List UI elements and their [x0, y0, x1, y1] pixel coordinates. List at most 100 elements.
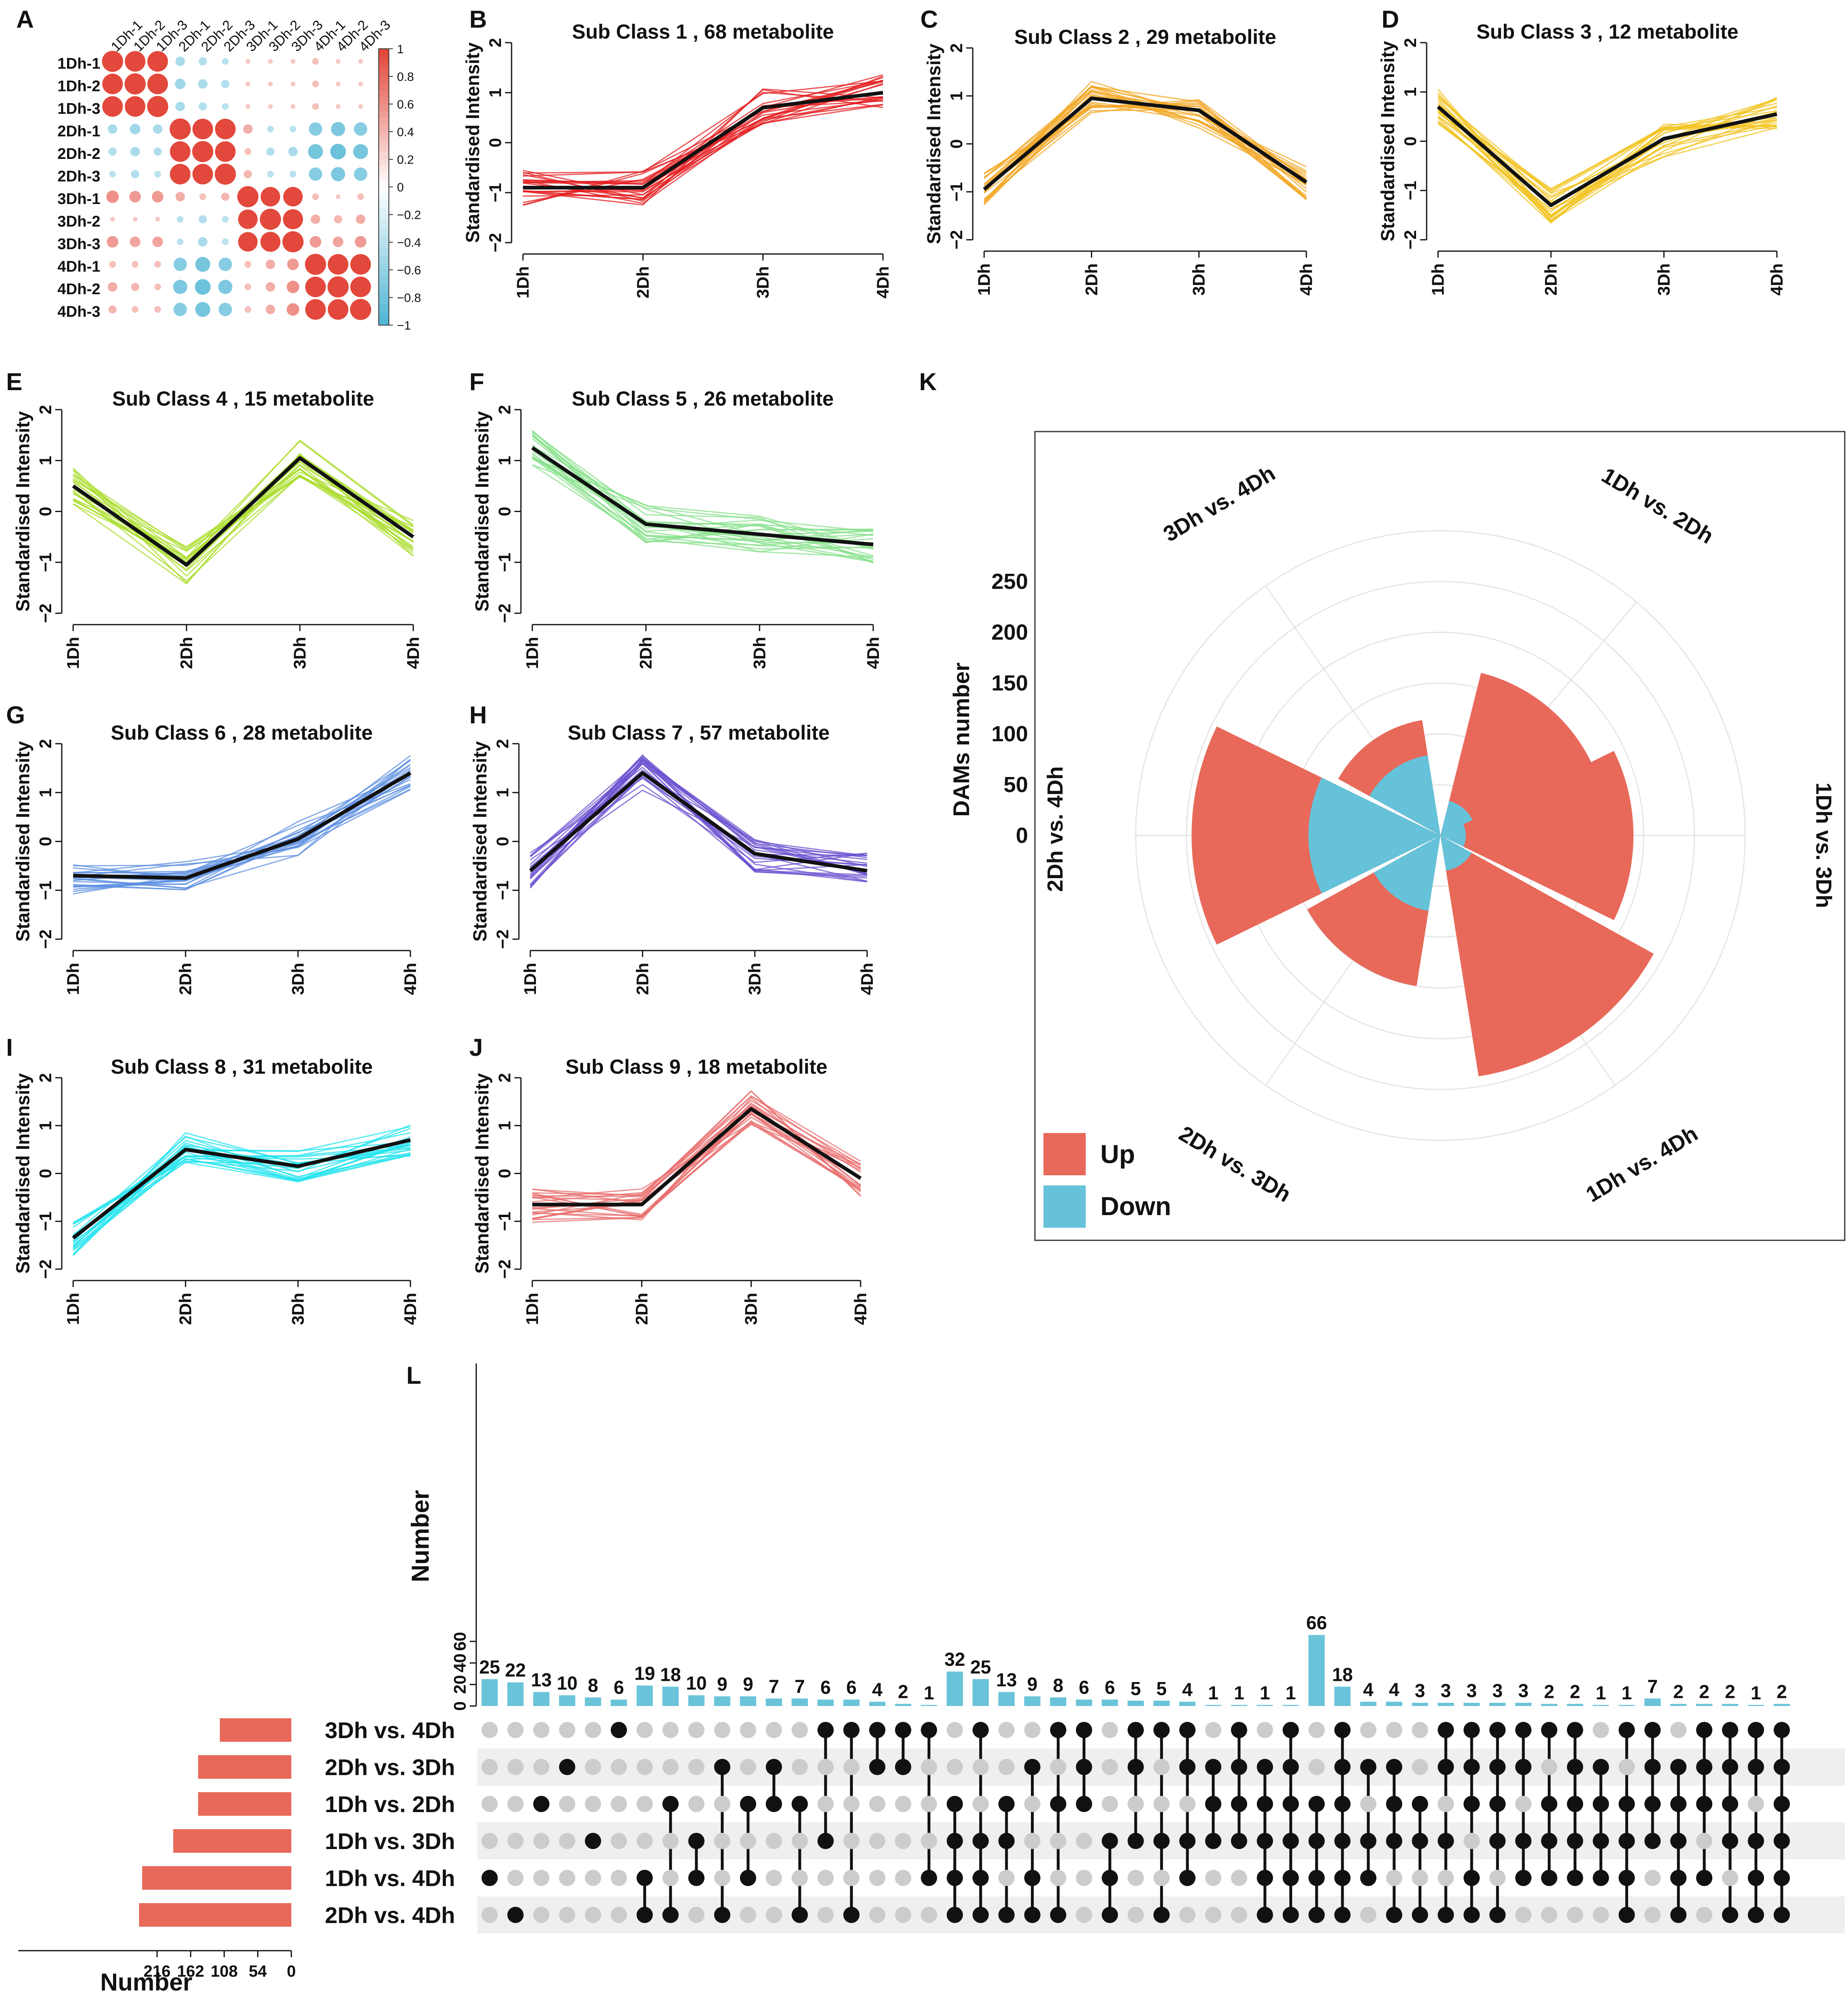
- corr-dot: [288, 147, 298, 156]
- colorbar-tick-label: 0.4: [397, 126, 414, 139]
- corr-dot: [222, 58, 229, 65]
- matrix-dot-on: [1515, 1759, 1531, 1775]
- x-tick-label: 4Dh: [401, 1293, 420, 1325]
- metabolite-line: [72, 465, 414, 577]
- matrix-dot-on: [972, 1833, 989, 1849]
- matrix-dot-off: [585, 1907, 601, 1923]
- row-label: 2Dh-1: [57, 123, 100, 140]
- corr-dot: [328, 299, 349, 320]
- matrix-dot-on: [1024, 1907, 1041, 1923]
- panel-letter-f: F: [469, 368, 484, 395]
- x-tick-label: 2Dh: [176, 963, 195, 995]
- corr-dot: [268, 81, 273, 87]
- x-tick-label: 3Dh: [742, 1293, 761, 1325]
- intersection-bar-label: 32: [944, 1649, 965, 1670]
- matrix-dot-on: [1489, 1833, 1506, 1849]
- matrix-dot-on: [1592, 1870, 1609, 1886]
- intersection-bar-label: 8: [1053, 1675, 1063, 1696]
- set-size-axis-label: Number: [100, 1969, 193, 1996]
- legend-down-swatch: [1043, 1185, 1086, 1228]
- corr-dot: [245, 104, 250, 109]
- matrix-dot-off: [1153, 1759, 1170, 1775]
- upset-y-tick-label: 40: [450, 1654, 469, 1673]
- corr-dot: [330, 143, 346, 160]
- y-tick-label: 0: [486, 138, 505, 147]
- y-tick-label: −2: [36, 929, 55, 949]
- x-tick-label: 2Dh: [633, 963, 652, 995]
- matrix-dot-on: [1644, 1722, 1661, 1738]
- corr-dot: [309, 122, 322, 136]
- set-label: 2Dh vs. 4Dh: [325, 1902, 455, 1928]
- corr-dot: [265, 304, 275, 315]
- corr-dot: [102, 74, 123, 94]
- down-wedge: [1440, 824, 1466, 847]
- matrix-dot-on: [972, 1722, 989, 1738]
- matrix-dot-on: [1567, 1722, 1583, 1738]
- matrix-dot-on: [1076, 1722, 1092, 1738]
- intersection-bar-label: 4: [1363, 1679, 1374, 1700]
- matrix-dot-off: [662, 1759, 679, 1775]
- x-tick-label: 4Dh: [1767, 263, 1786, 295]
- corr-dot: [131, 282, 139, 291]
- corr-dot: [215, 141, 236, 162]
- colorbar-step: [379, 83, 389, 91]
- panel-d: D −2 −1 0 1 2 1Dh 2Dh 3Dh 4Dh Standardised Intensi…: [1377, 6, 1786, 295]
- metabolite-line: [523, 77, 883, 183]
- intersection-bar-label: 2: [1673, 1681, 1684, 1702]
- matrix-dot-on: [585, 1833, 601, 1849]
- corr-dot: [131, 170, 139, 178]
- matrix-dot-off: [869, 1833, 885, 1849]
- intersection-bar: [1308, 1635, 1325, 1706]
- intersection-bar: [1334, 1687, 1351, 1706]
- x-tick-label: 4Dh: [857, 963, 876, 995]
- set-size-bar: [173, 1829, 291, 1853]
- intersection-bar: [1024, 1696, 1041, 1706]
- intersection-bar-label: 2: [1776, 1681, 1787, 1702]
- matrix-dot-off: [1231, 1907, 1247, 1923]
- matrix-dot-on: [1334, 1870, 1351, 1886]
- colorbar-step: [379, 56, 389, 63]
- corr-dot: [152, 237, 163, 247]
- matrix-dot-on: [507, 1907, 524, 1923]
- intersection-bar: [946, 1671, 963, 1706]
- matrix-dot-off: [585, 1722, 601, 1738]
- matrix-dot-on: [1696, 1759, 1713, 1775]
- upset-y-tick-label: 60: [450, 1632, 469, 1651]
- corr-dot: [353, 144, 368, 159]
- colorbar-tick-label: −0.2: [397, 208, 421, 222]
- panel-k: K 1Dh vs. 2Dh 1Dh vs. 3Dh 1Dh vs. 4Dh 2Dh vs…: [919, 368, 1846, 1241]
- matrix-dot-on: [1774, 1759, 1790, 1775]
- matrix-dot-off: [1128, 1907, 1144, 1923]
- colorbar-step: [379, 90, 389, 98]
- matrix-dot-on: [792, 1796, 808, 1812]
- corr-dot: [198, 57, 207, 66]
- corr-dot: [219, 303, 232, 316]
- matrix-dot-off: [1179, 1796, 1196, 1812]
- colorbar-step: [379, 145, 389, 153]
- intersection-bar-label: 22: [505, 1660, 526, 1681]
- matrix-dot-on: [1696, 1870, 1713, 1886]
- corr-dot: [336, 59, 341, 64]
- corr-dot: [195, 257, 210, 272]
- matrix-dot-off: [533, 1907, 550, 1923]
- corr-dot: [350, 254, 371, 275]
- intersection-bar: [1696, 1704, 1713, 1706]
- matrix-dot-on: [1463, 1796, 1480, 1812]
- x-tick-label: 3Dh: [1189, 263, 1208, 295]
- matrix-dot-on: [1024, 1759, 1041, 1775]
- corr-dot: [154, 306, 161, 313]
- matrix-dot-off: [1024, 1796, 1041, 1812]
- matrix-dot-on: [869, 1759, 885, 1775]
- matrix-dot-off: [921, 1759, 937, 1775]
- down-wedge: [1374, 836, 1440, 911]
- matrix-dot-on: [1463, 1907, 1480, 1923]
- matrix-dot-off: [1644, 1907, 1661, 1923]
- matrix-dot-off: [1024, 1833, 1041, 1849]
- matrix-dot-on: [1050, 1907, 1067, 1923]
- corr-dot: [147, 74, 168, 94]
- panel-letter-i: I: [6, 1034, 13, 1061]
- polar-category-label: 2Dh vs. 4Dh: [1043, 766, 1067, 892]
- metabolite-line: [532, 435, 874, 562]
